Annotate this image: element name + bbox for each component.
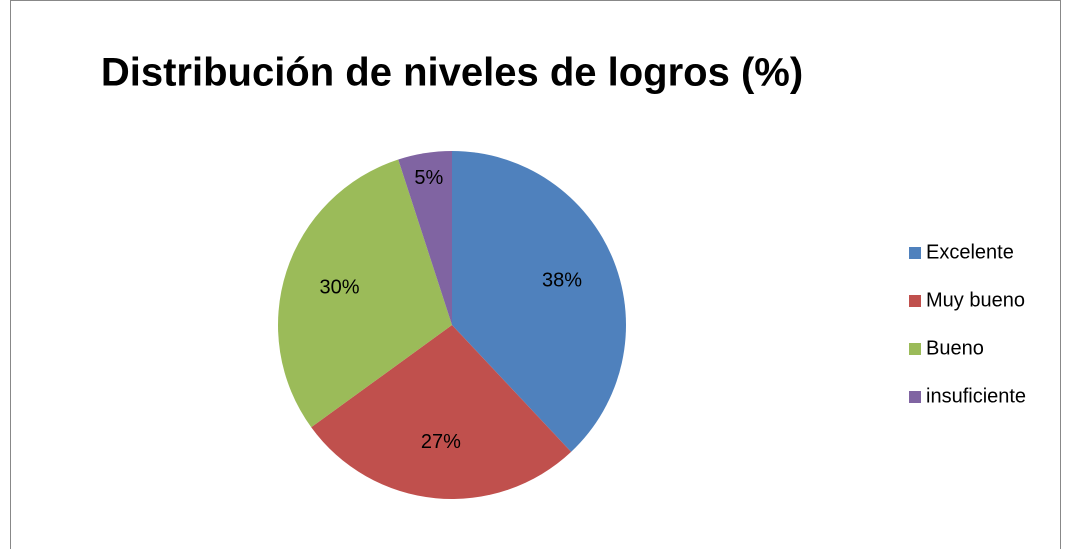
pie-slice — [311, 325, 572, 499]
legend-label: Bueno — [926, 337, 984, 359]
data-label: 5% — [414, 167, 443, 189]
data-label: 27% — [421, 431, 461, 453]
pie-slice — [452, 151, 627, 452]
legend-label: Excelente — [926, 241, 1014, 263]
legend-swatch — [909, 391, 921, 403]
legend-swatch — [909, 295, 921, 307]
chart-title: Distribución de niveles de logros (%) — [101, 51, 803, 95]
pie-slice — [398, 151, 452, 325]
legend-swatch — [909, 247, 921, 259]
data-label: 30% — [319, 277, 359, 299]
legend-label: Muy bueno — [926, 289, 1025, 311]
legend-swatch — [909, 343, 921, 355]
pie-slice — [278, 159, 452, 428]
data-label: 38% — [542, 270, 582, 292]
legend-label: insuficiente — [926, 385, 1026, 407]
